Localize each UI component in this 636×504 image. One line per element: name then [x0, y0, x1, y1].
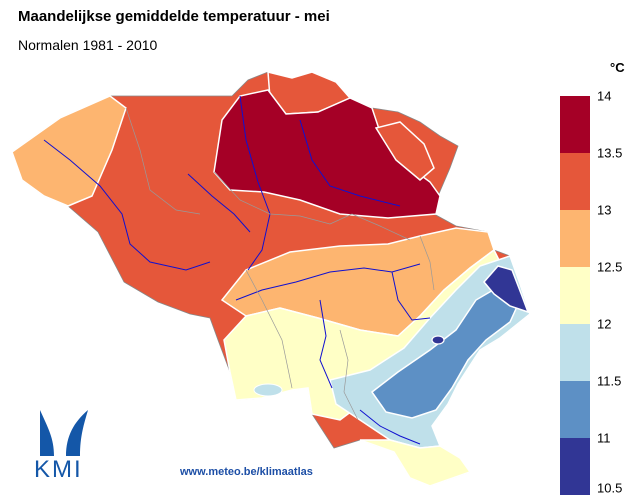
legend-tick-3: 13	[597, 202, 612, 218]
region-south-strip	[359, 439, 472, 487]
region-13.5-14	[213, 89, 441, 219]
map-subtitle: Normalen 1981 - 2010	[18, 37, 158, 53]
region-cool-spot	[253, 383, 283, 397]
logo-text: KMI	[34, 456, 83, 483]
legend-swatch-7	[560, 438, 590, 495]
unit-label: °C	[610, 60, 625, 75]
region-ne-pocket	[374, 121, 435, 181]
legend-tick-1: 14	[597, 88, 612, 104]
rivers	[43, 95, 431, 445]
legend-tick-4: 12.5	[597, 259, 623, 275]
footer-url[interactable]: www.meteo.be/klimaatlas	[180, 466, 313, 478]
province-borders	[125, 107, 435, 421]
legend-swatch-5	[560, 324, 590, 381]
legend-swatch-1	[560, 96, 590, 153]
legend-swatch-2	[560, 153, 590, 210]
legend-tick-2: 13.5	[597, 145, 623, 161]
legend-tick-8: 10.5	[597, 480, 623, 496]
region-coast	[11, 95, 127, 207]
color-legend	[560, 96, 590, 495]
legend-tick-6: 11.5	[597, 373, 622, 389]
legend-swatch-6	[560, 381, 590, 438]
map-title: Maandelijkse gemiddelde temperatuur - me…	[18, 8, 330, 25]
legend-swatch-4	[560, 267, 590, 324]
kmi-logo-icon	[40, 410, 88, 456]
legend-tick-7: 11	[597, 430, 611, 446]
legend-swatch-3	[560, 210, 590, 267]
region-cold-spot	[431, 335, 445, 345]
legend-tick-5: 12	[597, 316, 612, 332]
region-10.5-11	[483, 265, 530, 314]
